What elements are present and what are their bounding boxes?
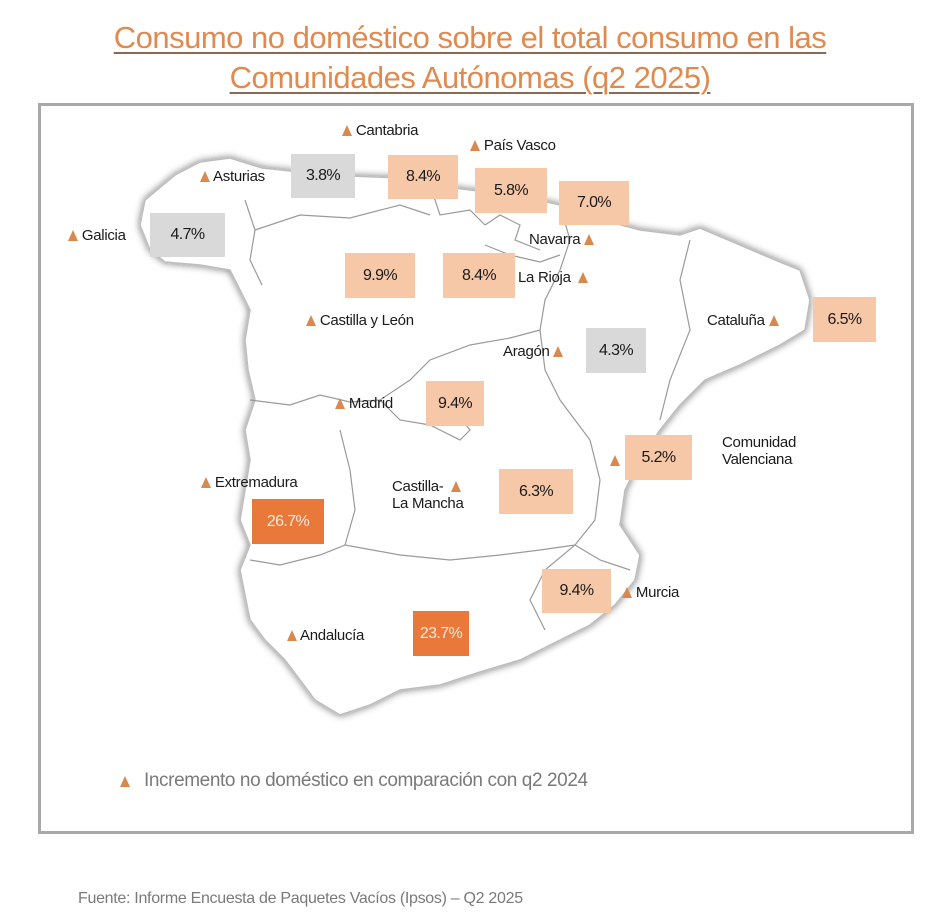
triangle-up-icon xyxy=(451,481,462,492)
label-asturias: Asturias xyxy=(200,168,265,185)
triangle-up-icon xyxy=(120,776,130,787)
triangle-up-icon xyxy=(584,234,595,245)
border-aragon-cataluna xyxy=(659,239,691,421)
value-la-rioja: 8.4% xyxy=(443,253,515,298)
label-madrid: Madrid xyxy=(335,395,393,412)
border-murcia xyxy=(574,544,631,571)
legend: Incremento no doméstico en comparación c… xyxy=(120,770,588,792)
value-aragon: 4.3% xyxy=(586,328,646,373)
label-galicia: Galicia xyxy=(68,227,126,244)
border-navarra-aragon xyxy=(539,204,571,331)
spain-outline xyxy=(139,157,811,716)
value-cataluna: 6.5% xyxy=(813,297,876,342)
label-castilla-y-leon: Castilla y León xyxy=(306,312,414,329)
triangle-up-icon xyxy=(578,272,589,283)
triangle-up-icon xyxy=(200,171,210,182)
value-pais-vasco: 5.8% xyxy=(475,168,547,213)
triangle-up-icon xyxy=(553,346,564,357)
label-cantabria: Cantabria xyxy=(342,122,419,139)
value-galicia: 4.7% xyxy=(150,213,225,257)
triangle-up-icon xyxy=(470,140,480,151)
triangle-up-icon xyxy=(622,587,632,598)
label-la-rioja: La Rioja xyxy=(518,269,589,286)
triangle-up-icon xyxy=(610,455,620,466)
triangle-up-icon xyxy=(768,315,779,326)
value-navarra: 7.0% xyxy=(559,181,629,225)
triangle-up-icon xyxy=(335,398,345,409)
border-clm-north xyxy=(539,329,591,441)
triangle-up-icon xyxy=(287,630,297,641)
value-andalucia: 23.7% xyxy=(413,611,469,656)
border-asturias-cyl xyxy=(254,204,431,231)
value-comunidad-valenciana: 5.2% xyxy=(625,435,692,480)
value-castilla-y-leon: 9.9% xyxy=(345,253,415,298)
label-navarra: Navarra xyxy=(529,231,595,248)
value-murcia: 9.4% xyxy=(542,569,611,613)
value-cantabria: 8.4% xyxy=(388,155,458,199)
label-extremadura: Extremadura xyxy=(201,474,298,491)
label-comunidad-valenciana: Comunidad Valenciana xyxy=(722,434,797,468)
border-pv-navarra xyxy=(484,214,541,251)
label-pais-vasco: País Vasco xyxy=(470,137,556,154)
label-castilla-la-mancha: Castilla- La Mancha xyxy=(392,478,464,512)
triangle-up-icon xyxy=(342,125,352,136)
border-clm-south xyxy=(344,544,576,561)
source-note: Fuente: Informe Encuesta de Paquetes Vac… xyxy=(78,890,523,907)
chart-title-line-2: Comunidades Autónomas (q2 2025) xyxy=(229,60,711,95)
chart-title-line-1: Consumo no doméstico sobre el total cons… xyxy=(113,20,827,55)
border-rioja xyxy=(484,244,561,263)
label-aragon: Aragón xyxy=(503,343,564,360)
legend-text: Incremento no doméstico en comparación c… xyxy=(144,770,588,791)
triangle-up-icon xyxy=(306,315,316,326)
label-andalucia: Andalucía xyxy=(287,627,364,644)
border-cyl-south xyxy=(249,329,541,406)
border-galicia-asturias xyxy=(244,199,263,286)
triangle-up-icon xyxy=(201,477,211,488)
border-cantabria xyxy=(429,184,486,226)
value-madrid: 9.4% xyxy=(426,381,484,426)
label-murcia: Murcia xyxy=(622,584,679,601)
label-cataluna: Cataluña xyxy=(707,312,779,329)
value-castilla-la-mancha: 6.3% xyxy=(499,469,573,514)
value-extremadura: 26.7% xyxy=(252,499,324,544)
value-asturias: 3.8% xyxy=(291,154,355,198)
triangle-up-icon xyxy=(68,230,78,241)
